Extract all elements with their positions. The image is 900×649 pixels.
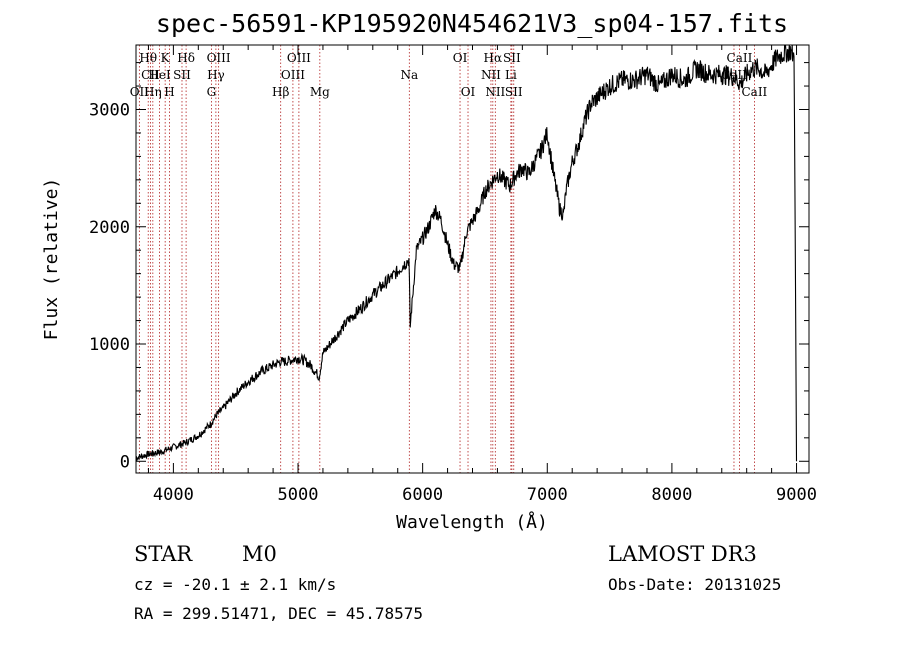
line-label-18: OI	[461, 85, 476, 99]
redshift-cz: cz = -20.1 ± 2.1 km/s	[134, 575, 336, 594]
line-label-6: H	[164, 85, 174, 99]
y-axis-label: Flux (relative)	[41, 178, 62, 341]
line-label-19: NII	[481, 68, 501, 82]
line-label-20: Hα	[484, 51, 503, 65]
y-axis-ticks: 0 1000 2000 3000	[89, 62, 809, 472]
line-label-11: G	[207, 85, 217, 99]
observation-date: Obs-Date: 20131025	[608, 575, 781, 594]
line-label-5: K	[161, 51, 171, 65]
line-label-12: Hβ	[272, 85, 289, 99]
line-label-0: Hθ	[139, 51, 157, 65]
line-label-2: OII	[130, 85, 150, 99]
line-label-7: Hδ	[177, 51, 195, 65]
line-label-14: OIII	[287, 51, 311, 65]
line-label-22: Li	[505, 68, 517, 82]
line-label-4: HeI	[148, 68, 171, 82]
spectrum-series-line	[135, 44, 798, 462]
x-tick-label-4000: 4000	[153, 485, 194, 505]
x-axis-ticks: 4000 5000 6000 7000 8000 9000	[147, 45, 817, 505]
spectral-line-markers	[138, 45, 755, 473]
y-tick-label-3000: 3000	[89, 100, 130, 120]
line-label-13: OIII	[281, 68, 305, 82]
line-label-9: OIII	[207, 51, 231, 65]
line-label-23: SII	[503, 51, 521, 65]
x-axis-label: Wavelength (Å)	[396, 511, 548, 533]
x-tick-label-9000: 9000	[776, 485, 817, 505]
coordinates-radec: RA = 299.51471, DEC = 45.78575	[134, 604, 423, 623]
line-label-15: Mg	[310, 85, 330, 99]
object-subclass: M0	[242, 542, 277, 566]
line-label-16: Na	[400, 68, 418, 82]
line-label-27: CaII	[741, 85, 767, 99]
line-label-8: SII	[173, 68, 191, 82]
line-label-26: CaII	[727, 51, 753, 65]
x-tick-label-7000: 7000	[527, 485, 568, 505]
y-tick-label-0: 0	[120, 452, 130, 472]
x-tick-label-6000: 6000	[402, 485, 443, 505]
line-label-21: NII	[485, 85, 505, 99]
x-tick-label-5000: 5000	[278, 485, 319, 505]
survey-name: LAMOST DR3	[608, 542, 757, 566]
line-label-24: SII	[505, 85, 523, 99]
line-label-17: OI	[453, 51, 468, 65]
line-label-3: Hη	[144, 85, 162, 99]
y-tick-label-1000: 1000	[89, 335, 130, 355]
line-label-1: CII	[141, 68, 160, 82]
plot-frame	[135, 44, 810, 474]
line-label-10: Hγ	[207, 68, 225, 82]
chart-title: spec-56591-KP195920N454621V3_sp04-157.fi…	[156, 9, 788, 38]
y-tick-label-2000: 2000	[89, 218, 130, 238]
x-tick-label-8000: 8000	[651, 485, 692, 505]
object-class: STAR	[134, 542, 193, 566]
